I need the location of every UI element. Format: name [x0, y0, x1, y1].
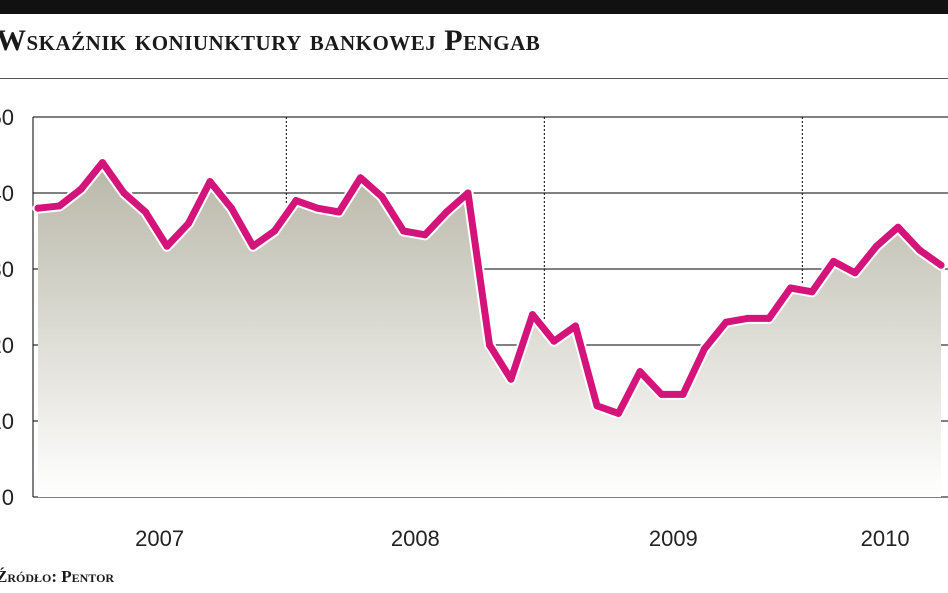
data-point: [486, 341, 493, 349]
data-point: [77, 185, 85, 193]
data-point: [593, 402, 601, 410]
data-point: [421, 231, 429, 239]
y-tick-label: 50: [0, 105, 14, 130]
data-point: [765, 314, 773, 322]
data-point: [830, 257, 837, 265]
data-point: [206, 178, 214, 186]
data-point: [550, 337, 558, 345]
data-point: [679, 390, 687, 398]
data-point: [744, 314, 751, 322]
data-point: [56, 202, 63, 210]
data-point: [120, 189, 128, 197]
data-point: [185, 219, 192, 227]
y-tick-label: 20: [0, 333, 14, 358]
top-bar: [0, 0, 948, 14]
data-point: [615, 409, 622, 417]
data-point: [99, 159, 106, 167]
data-point: [636, 368, 644, 376]
data-point: [228, 204, 235, 212]
x-tick-label: 2008: [391, 526, 440, 551]
area-fill-shape: [38, 162, 941, 497]
data-point: [787, 284, 794, 292]
y-tick-label: 10: [0, 409, 14, 434]
data-point: [464, 189, 472, 197]
y-tick-label: 30: [0, 257, 14, 282]
data-point: [572, 322, 579, 330]
title-divider: [0, 78, 948, 79]
data-point: [529, 311, 536, 319]
data-point: [34, 204, 42, 212]
data-point: [722, 318, 730, 326]
data-point: [808, 288, 816, 296]
data-point: [292, 197, 300, 205]
data-point: [271, 227, 278, 235]
y-tick-label: 40: [0, 181, 14, 206]
data-points: [34, 159, 945, 417]
data-point: [335, 208, 343, 216]
x-tick-label: 2009: [649, 526, 698, 551]
data-point: [507, 375, 515, 383]
data-point: [400, 227, 407, 235]
source-note: Źródło: Pentor: [0, 567, 115, 586]
area-fill: [38, 162, 941, 497]
data-point: [378, 193, 386, 201]
data-point: [701, 345, 708, 353]
data-point: [314, 204, 321, 212]
data-point: [851, 269, 859, 277]
chart-title: Wskaźnik koniunktury bankowej Pengab: [0, 24, 541, 57]
data-point: [163, 242, 171, 250]
chart-area: 0 10 20 30 40 50 2007 2008 2009 2010: [0, 105, 948, 551]
data-point: [249, 242, 257, 250]
x-tick-label: 2010: [861, 526, 910, 551]
data-point: [873, 242, 880, 250]
x-axis: 2007 2008 2009 2010: [135, 526, 909, 551]
data-point: [443, 208, 450, 216]
data-point: [916, 246, 923, 254]
data-point: [142, 208, 149, 216]
data-point: [658, 390, 665, 398]
y-axis: 0 10 20 30 40 50: [0, 105, 14, 510]
x-tick-label: 2007: [135, 526, 184, 551]
data-point: [357, 174, 364, 182]
data-point: [894, 223, 902, 231]
y-tick-label: 0: [2, 485, 14, 510]
data-point: [937, 261, 945, 269]
